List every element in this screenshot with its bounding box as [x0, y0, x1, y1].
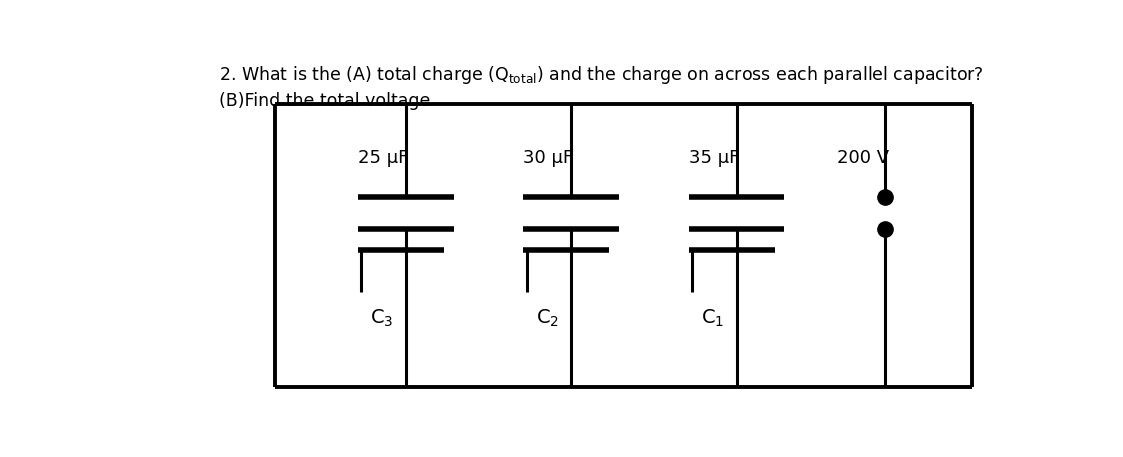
- Text: C$_1$: C$_1$: [701, 308, 724, 329]
- Text: (B)Find the total voltage: (B)Find the total voltage: [219, 92, 430, 110]
- Text: 35 μF: 35 μF: [688, 149, 739, 167]
- Text: 2. What is the (A) total charge (Q$_{\mathrm{total}}$) and the charge on across : 2. What is the (A) total charge (Q$_{\ma…: [219, 64, 984, 85]
- Text: 30 μF: 30 μF: [523, 149, 574, 167]
- Text: C$_2$: C$_2$: [536, 308, 558, 329]
- Text: 200 V: 200 V: [837, 149, 888, 167]
- Text: 25 μF: 25 μF: [358, 149, 409, 167]
- Text: C$_3$: C$_3$: [371, 308, 393, 329]
